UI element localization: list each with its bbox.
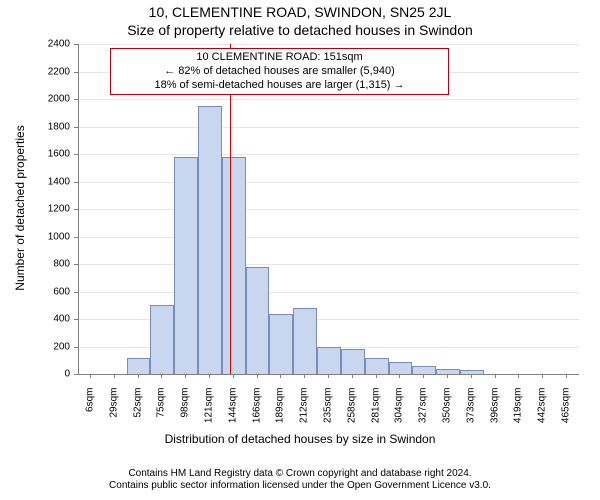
xtick-label: 212sqm [299, 388, 310, 438]
ytick-label: 200 [0, 341, 70, 352]
ytick-mark [74, 347, 78, 348]
ytick-mark [74, 209, 78, 210]
xtick-mark [352, 374, 353, 378]
gridline [79, 209, 579, 210]
gridline [79, 127, 579, 128]
ytick-label: 600 [0, 286, 70, 297]
histogram-bar [198, 106, 222, 374]
gridline [79, 292, 579, 293]
gridline [79, 237, 579, 238]
xtick-mark [209, 374, 210, 378]
ytick-label: 1800 [0, 121, 70, 132]
ytick-mark [74, 264, 78, 265]
xtick-mark [399, 374, 400, 378]
credits: Contains HM Land Registry data © Crown c… [0, 468, 600, 492]
xtick-label: 442sqm [537, 388, 548, 438]
ytick-label: 1000 [0, 231, 70, 242]
xtick-label: 258sqm [346, 388, 357, 438]
histogram-bar [389, 362, 413, 374]
xtick-label: 6sqm [84, 388, 95, 438]
ytick-mark [74, 127, 78, 128]
ytick-label: 1600 [0, 149, 70, 160]
xtick-label: 419sqm [513, 388, 524, 438]
xtick-label: 465sqm [561, 388, 572, 438]
xtick-label: 304sqm [394, 388, 405, 438]
histogram-bar [269, 314, 293, 375]
annotation-line1: 10 CLEMENTINE ROAD: 151sqm [117, 51, 442, 65]
xtick-label: 189sqm [275, 388, 286, 438]
annotation-line3: 18% of semi-detached houses are larger (… [117, 79, 442, 93]
xtick-mark [447, 374, 448, 378]
gridline [79, 154, 579, 155]
ytick-label: 800 [0, 259, 70, 270]
ytick-label: 2400 [0, 39, 70, 50]
ytick-label: 1400 [0, 176, 70, 187]
xtick-label: 327sqm [418, 388, 429, 438]
histogram-bar [341, 349, 365, 374]
ytick-label: 1200 [0, 204, 70, 215]
xtick-label: 396sqm [489, 388, 500, 438]
xtick-label: 121sqm [203, 388, 214, 438]
histogram-bar [174, 157, 198, 374]
histogram-bar [246, 267, 270, 374]
ytick-mark [74, 44, 78, 45]
xtick-label: 144sqm [227, 388, 238, 438]
xtick-label: 29sqm [108, 388, 119, 438]
ytick-mark [74, 319, 78, 320]
xtick-mark [114, 374, 115, 378]
xtick-mark [542, 374, 543, 378]
xtick-label: 373sqm [465, 388, 476, 438]
annotation-box: 10 CLEMENTINE ROAD: 151sqm ← 82% of deta… [110, 48, 449, 95]
histogram-bar [365, 358, 389, 375]
gridline [79, 44, 579, 45]
ytick-mark [74, 292, 78, 293]
ytick-label: 0 [0, 369, 70, 380]
xtick-label: 166sqm [251, 388, 262, 438]
xtick-mark [471, 374, 472, 378]
xtick-mark [376, 374, 377, 378]
ytick-label: 2200 [0, 66, 70, 77]
gridline [79, 264, 579, 265]
xtick-mark [138, 374, 139, 378]
annotation-line2: ← 82% of detached houses are smaller (5,… [117, 65, 442, 79]
xtick-mark [161, 374, 162, 378]
xtick-mark [280, 374, 281, 378]
ytick-label: 2000 [0, 94, 70, 105]
xtick-mark [566, 374, 567, 378]
xtick-mark [304, 374, 305, 378]
xtick-mark [328, 374, 329, 378]
histogram-bar [222, 157, 246, 374]
xtick-mark [185, 374, 186, 378]
xtick-label: 52sqm [132, 388, 143, 438]
ytick-mark [74, 182, 78, 183]
ytick-mark [74, 99, 78, 100]
xtick-label: 75sqm [156, 388, 167, 438]
credits-line2: Contains public sector information licen… [0, 480, 600, 492]
ytick-mark [74, 374, 78, 375]
ytick-mark [74, 237, 78, 238]
histogram-bar [127, 358, 151, 375]
xtick-mark [495, 374, 496, 378]
ytick-mark [74, 154, 78, 155]
xtick-mark [257, 374, 258, 378]
xtick-mark [518, 374, 519, 378]
xtick-mark [90, 374, 91, 378]
ytick-label: 400 [0, 314, 70, 325]
xtick-label: 350sqm [442, 388, 453, 438]
page: 10, CLEMENTINE ROAD, SWINDON, SN25 2JL S… [0, 0, 600, 500]
ytick-mark [74, 72, 78, 73]
xtick-mark [233, 374, 234, 378]
xtick-label: 281sqm [370, 388, 381, 438]
histogram-bar [150, 305, 174, 374]
histogram-bar [317, 347, 341, 375]
histogram-bar [293, 308, 317, 374]
xtick-label: 98sqm [180, 388, 191, 438]
gridline [79, 99, 579, 100]
gridline [79, 182, 579, 183]
xtick-mark [423, 374, 424, 378]
xtick-label: 235sqm [323, 388, 334, 438]
credits-line1: Contains HM Land Registry data © Crown c… [0, 468, 600, 480]
histogram-bar [412, 366, 436, 374]
